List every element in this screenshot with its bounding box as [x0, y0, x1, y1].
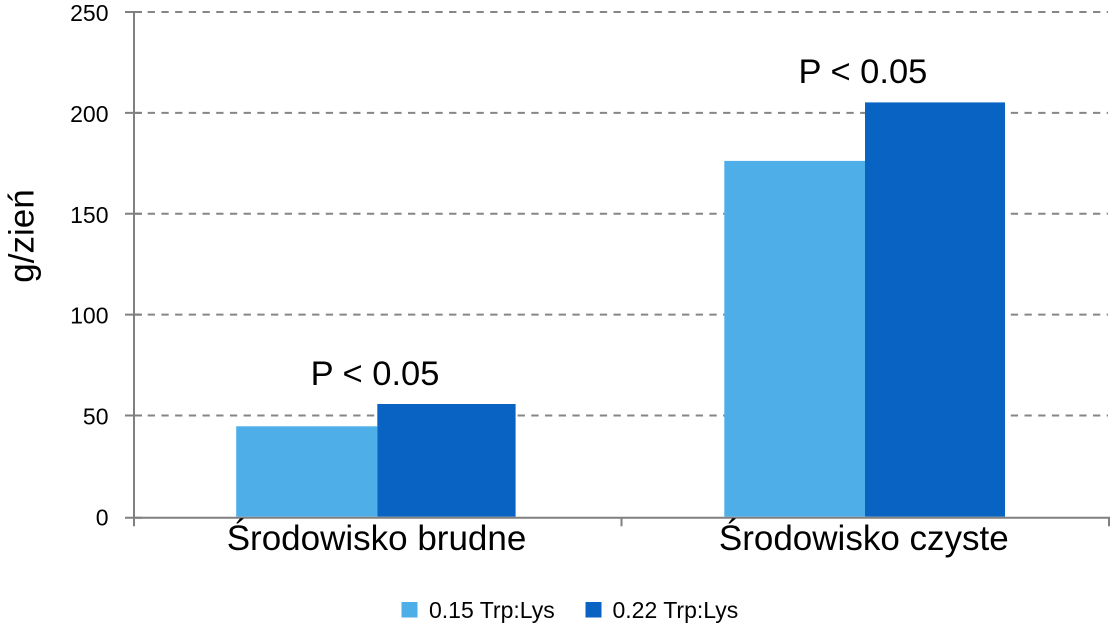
svg-text:0.15 Trp:Lys: 0.15 Trp:Lys [429, 597, 555, 623]
svg-text:g/zień: g/zień [3, 189, 42, 282]
svg-text:150: 150 [70, 202, 108, 228]
svg-text:100: 100 [70, 303, 108, 329]
svg-text:Środowisko czyste: Środowisko czyste [719, 518, 1009, 558]
svg-text:50: 50 [83, 404, 109, 430]
svg-text:0: 0 [96, 505, 109, 531]
svg-text:0.22 Trp:Lys: 0.22 Trp:Lys [613, 597, 739, 623]
svg-text:250: 250 [70, 0, 108, 26]
svg-text:P < 0.05: P < 0.05 [311, 355, 440, 393]
svg-text:200: 200 [70, 101, 108, 127]
svg-text:P < 0.05: P < 0.05 [798, 53, 927, 91]
svg-text:Środowisko brudne: Środowisko brudne [227, 518, 527, 558]
